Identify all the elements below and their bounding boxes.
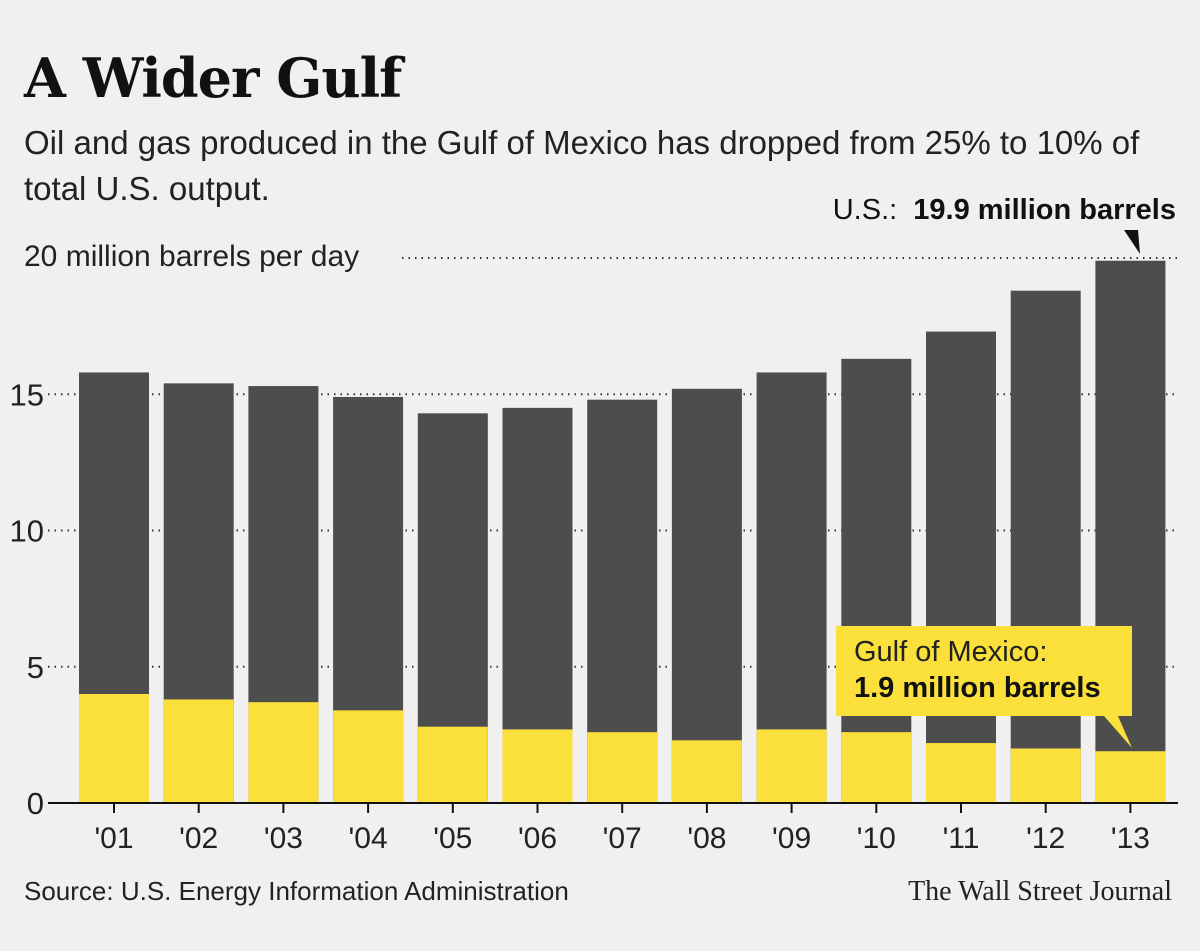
us-bar-7: [671, 388, 742, 803]
us-annotation-value: 19.9 million barrels: [913, 194, 1176, 226]
gulf-bar-9: [841, 732, 912, 803]
gulf-bar-1: [163, 699, 234, 803]
x-tick-label: '08: [687, 822, 726, 855]
y-tick-label: 5: [27, 650, 44, 685]
gulf-bar-0: [79, 694, 149, 803]
gulf-bar-12: [1095, 751, 1166, 803]
us-bar-10: [926, 331, 996, 803]
us-bar-11: [1010, 290, 1081, 803]
gulf-bar-6: [587, 732, 658, 803]
y-tick-label: 10: [10, 514, 44, 549]
y-tick-label: 0: [27, 786, 44, 821]
x-tick-label: '07: [603, 822, 642, 855]
gulf-annotation-line2: 1.9 million barrels: [854, 672, 1101, 704]
x-tick-label: '05: [433, 822, 472, 855]
us-annotation-pointer: [1124, 230, 1140, 254]
x-tick-label: '12: [1026, 822, 1065, 855]
us-annotation: U.S.: 19.9 million barrels: [833, 194, 1176, 226]
us-bar-12: [1095, 260, 1166, 804]
gulf-annotation-box: [836, 626, 1132, 748]
y-tick-label: 20 million barrels per day: [24, 240, 359, 273]
gulf-annotation-line1: Gulf of Mexico:: [854, 636, 1047, 668]
x-tick-label: '04: [349, 822, 388, 855]
us-annotation-prefix: U.S.:: [833, 194, 897, 226]
x-tick-label: '11: [943, 822, 980, 855]
x-tick-label: '03: [264, 822, 303, 855]
x-tick-label: '06: [518, 822, 557, 855]
gulf-bar-5: [502, 729, 573, 803]
source-note: Source: U.S. Energy Information Administ…: [24, 876, 569, 906]
gulf-bar-10: [926, 743, 996, 803]
chart-subtitle: Oil and gas produced in the Gulf of Mexi…: [24, 124, 1140, 207]
chart-title: A Wider Gulf: [24, 46, 402, 110]
gulf-bar-3: [333, 710, 404, 803]
x-tick-label: '09: [772, 822, 811, 855]
publication-credit: The Wall Street Journal: [908, 876, 1172, 907]
us-bar-9: [841, 358, 912, 803]
x-tick-label: '10: [857, 822, 896, 855]
gulf-bar-4: [417, 726, 488, 803]
x-tick-label: '02: [179, 822, 218, 855]
x-tick-label: '01: [94, 822, 133, 855]
y-tick-label: 15: [10, 377, 44, 412]
x-tick-label: '13: [1111, 822, 1150, 855]
gulf-bar-11: [1010, 748, 1081, 803]
gulf-bar-7: [671, 740, 742, 803]
gulf-bar-2: [248, 702, 319, 803]
gulf-bar-8: [756, 729, 827, 803]
